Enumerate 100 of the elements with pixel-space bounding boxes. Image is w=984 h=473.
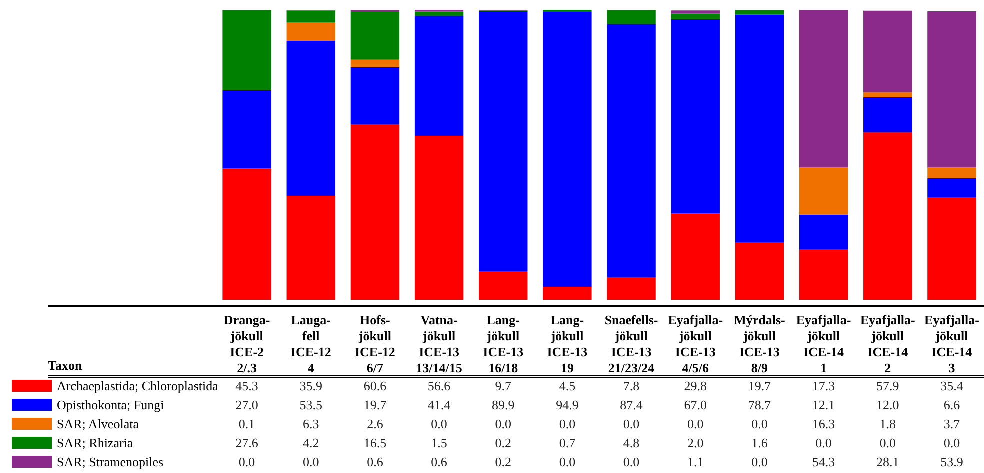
data-label: 0.0 <box>431 416 448 432</box>
bar <box>286 10 336 23</box>
legend-label: SAR; Alveolata <box>57 416 140 432</box>
bar <box>607 10 656 24</box>
data-label: 0.6 <box>431 454 448 470</box>
data-label: 12.0 <box>876 398 900 412</box>
data-label: 4.2 <box>303 436 320 450</box>
data-label: 0.0 <box>623 416 640 432</box>
data-label: 54.3 <box>812 454 836 470</box>
data-label: 16.3 <box>812 416 836 432</box>
data-label: 67.0 <box>684 398 707 412</box>
data-label: 2.0 <box>688 436 704 450</box>
data-label: 3.7 <box>944 416 961 432</box>
data-label: 7.8 <box>623 378 640 394</box>
bar <box>864 92 912 98</box>
data-label: 35.4 <box>940 378 964 394</box>
bar <box>222 10 272 90</box>
bar <box>928 168 976 178</box>
data-label: 0.7 <box>559 436 576 450</box>
data-label: 0.0 <box>816 436 832 450</box>
bar <box>479 11 528 272</box>
bar <box>928 11 976 168</box>
bar <box>414 12 464 16</box>
data-label: 28.1 <box>876 454 900 470</box>
bar <box>222 168 272 300</box>
data-label: 0.0 <box>559 416 576 432</box>
data-label: 89.9 <box>492 398 515 412</box>
data-label: 45.3 <box>236 378 258 394</box>
x-tick-label: Lang- jökull ICE-13 16/18 <box>483 312 524 376</box>
data-label: 41.4 <box>428 398 452 412</box>
bar <box>543 12 592 287</box>
data-label: 0.2 <box>495 436 512 450</box>
data-label: 6.3 <box>303 416 320 432</box>
data-label: 0.0 <box>303 454 320 470</box>
data-label: 0.0 <box>752 416 768 432</box>
bar <box>222 90 272 169</box>
bar <box>350 60 400 68</box>
data-label: 1.8 <box>880 416 896 432</box>
bar <box>928 197 976 300</box>
data-label: 53.5 <box>300 398 322 412</box>
data-label: 87.4 <box>620 398 644 412</box>
bar <box>864 97 912 132</box>
data-label: 16.5 <box>364 436 387 450</box>
data-label: 29.8 <box>684 378 707 394</box>
legend-label: SAR; Stramenopiles <box>57 454 164 470</box>
data-label: 0.0 <box>880 436 896 450</box>
bar <box>864 10 912 92</box>
data-label: 17.3 <box>812 378 836 394</box>
bar <box>414 16 464 136</box>
bar <box>735 14 784 243</box>
bar <box>414 136 464 300</box>
bar <box>350 124 400 300</box>
bar <box>479 272 528 300</box>
x-tick-label: Mýrdals- jökull ICE-13 8/9 <box>734 312 786 376</box>
x-tick-label: Eyafjalla- jökull ICE-14 3 <box>924 312 980 376</box>
bar <box>799 168 848 215</box>
x-tick-label: Lauga- fell ICE-12 4 <box>290 312 332 376</box>
data-label: 56.6 <box>428 378 452 394</box>
bar <box>350 12 400 60</box>
data-label: 9.7 <box>495 378 512 394</box>
legend-label: SAR; Rhizaria <box>57 436 134 450</box>
bar <box>928 178 976 198</box>
data-label: 19.7 <box>364 398 388 412</box>
data-label: 0.0 <box>944 436 960 450</box>
bar <box>286 196 336 300</box>
data-label: 0.0 <box>238 454 256 470</box>
data-label: 1.6 <box>752 436 768 450</box>
bar <box>799 214 848 250</box>
bar <box>286 22 336 41</box>
data-label: 0.1 <box>238 416 256 432</box>
data-label: 1.1 <box>688 454 704 470</box>
data-label: 53.9 <box>940 454 964 470</box>
data-label: 4.8 <box>623 436 640 450</box>
bar <box>671 20 720 214</box>
x-tick-label: Snaefells- jökull ICE-13 21/23/24 <box>604 312 658 376</box>
bar <box>864 132 912 300</box>
data-label: 0.6 <box>367 454 384 470</box>
bar <box>671 10 720 14</box>
legend-label: Archaeplastida; Chloroplastida <box>57 378 219 394</box>
x-tick-label: Eyafjalla- jökull ICE-14 1 <box>796 312 852 376</box>
bar <box>286 41 336 196</box>
data-label: 6.6 <box>944 398 961 412</box>
data-label: 12.1 <box>812 398 836 412</box>
data-label: 78.7 <box>748 398 772 412</box>
bar <box>350 67 400 124</box>
data-label: 0.0 <box>752 454 768 470</box>
bar <box>543 286 592 300</box>
data-label: 27.6 <box>236 436 259 450</box>
x-tick-label: Hofs- jökull ICE-12 6/7 <box>354 312 396 376</box>
x-tick-label: Eyafjalla- jökull ICE-13 4/5/6 <box>668 312 724 376</box>
data-label: 0.0 <box>623 454 640 470</box>
data-label: 2.6 <box>367 416 384 432</box>
data-label: 60.6 <box>364 378 388 394</box>
bar <box>735 242 784 300</box>
data-label: 27.0 <box>236 398 258 412</box>
bar <box>735 10 784 15</box>
data-label: 57.9 <box>876 378 900 394</box>
bar <box>671 14 720 20</box>
legend-label: Opisthokonta; Fungi <box>57 398 165 412</box>
bar <box>671 214 720 300</box>
